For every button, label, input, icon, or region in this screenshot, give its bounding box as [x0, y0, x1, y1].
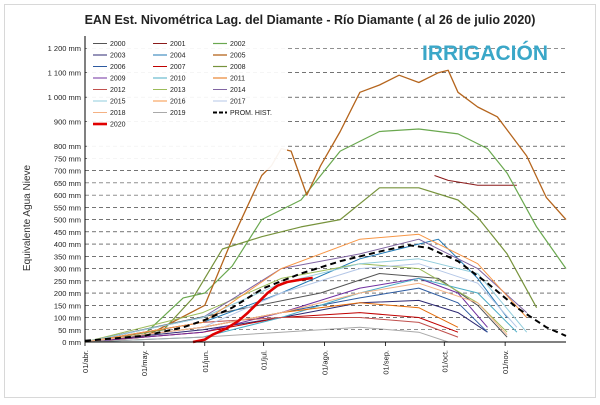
legend-label: 2009	[110, 76, 126, 83]
series-line-2015	[84, 258, 528, 343]
x-tick-label: 01/jul.	[260, 350, 269, 370]
y-tick-label: 800 mm	[54, 142, 81, 151]
series-line-2001	[434, 175, 517, 186]
legend-label: 2005	[230, 53, 246, 60]
legend-label: 2015	[110, 99, 126, 106]
legend-label: 2006	[110, 64, 126, 71]
x-tick-label: 01/jun.	[201, 350, 210, 373]
y-tick-label: 400 mm	[54, 240, 81, 249]
y-axis-ticks: 0 mm 50 mm 100 mm 150 mm 200 mm 250 mm 300 mm 3…	[48, 44, 81, 347]
y-tick-label: 100 mm	[54, 314, 81, 323]
y-tick-label: 300 mm	[54, 265, 81, 274]
y-tick-label: 550 mm	[54, 203, 81, 212]
series-line-2005	[84, 69, 567, 343]
y-tick-label: 500 mm	[54, 216, 81, 225]
x-tick-label: 01/ago.	[321, 350, 330, 375]
y-tick-label: 150 mm	[54, 301, 81, 310]
y-tick-label: 1 000 mm	[48, 93, 81, 102]
y-tick-label: 450 mm	[54, 228, 81, 237]
x-axis-ticks: 01/abr. 01/may. 01/jun. 01/jul. 01/ago. 01/se…	[81, 342, 510, 376]
legend-label: 2011	[230, 76, 245, 83]
irrigacion-logo: IRRIGACIÓN	[422, 41, 548, 65]
y-tick-label: 0 mm	[62, 338, 81, 347]
legend-label: 2008	[230, 64, 246, 71]
legend-label: 2003	[110, 53, 126, 60]
series-line-2002	[84, 128, 567, 343]
x-tick-label: 01/abr.	[81, 350, 90, 373]
x-tick-label: 01/may.	[140, 350, 149, 376]
logo-text: IRRIGACIÓN	[422, 41, 548, 65]
y-tick-label: 750 mm	[54, 154, 81, 163]
legend-label: 2004	[170, 53, 186, 60]
y-tick-label: 1 100 mm	[48, 69, 81, 78]
y-tick-label: 600 mm	[54, 191, 81, 200]
y-tick-label: 700 mm	[54, 167, 81, 176]
legend-label: PROM. HIST.	[230, 110, 272, 117]
series-line-2009	[84, 277, 488, 343]
y-axis-label: Equivalente Agua Nieve	[22, 164, 33, 271]
legend-label: 2014	[230, 87, 246, 94]
legend-label: 2013	[170, 87, 186, 94]
legend-label: 2020	[110, 122, 126, 129]
legend-label: 2000	[110, 41, 126, 48]
y-tick-label: 250 mm	[54, 277, 81, 286]
legend-label: 2001	[170, 41, 186, 48]
series-line-2016	[84, 233, 528, 343]
x-tick-label: 01/sep.	[381, 350, 390, 375]
series-line-2008	[84, 187, 538, 343]
legend-box	[87, 38, 287, 170]
y-tick-label: 650 mm	[54, 179, 81, 188]
legend-label: 2017	[230, 99, 246, 106]
series-line-2019	[84, 326, 449, 343]
legend-label: 2012	[110, 87, 126, 94]
series-line-2020	[192, 276, 313, 344]
plot-axes	[84, 36, 566, 343]
chart-title: EAN Est. Nivométrica Lag. del Diamante -…	[85, 13, 536, 27]
series-line-2018	[84, 282, 508, 343]
y-tick-label: 900 mm	[54, 118, 81, 127]
x-tick-label: 01/oct.	[440, 350, 449, 373]
y-tick-label: 350 mm	[54, 252, 81, 261]
legend-label: 2007	[170, 64, 186, 71]
x-tick-label: 01/nov.	[501, 350, 510, 374]
legend-label: 2016	[170, 99, 186, 106]
legend-label: 2002	[230, 41, 246, 48]
series-line-prom-hist	[84, 244, 567, 342]
y-tick-label: 50 mm	[58, 326, 81, 335]
legend-label: 2010	[170, 76, 186, 83]
data-series	[84, 69, 567, 344]
y-tick-label: 1 200 mm	[48, 44, 81, 53]
legend-label: 2019	[170, 110, 186, 117]
y-tick-label: 200 mm	[54, 289, 81, 298]
legend-label: 2018	[110, 110, 126, 117]
legend: 2000 2001 2002 2003 2004 2005 2006 2007 2008 2009…	[87, 38, 287, 170]
